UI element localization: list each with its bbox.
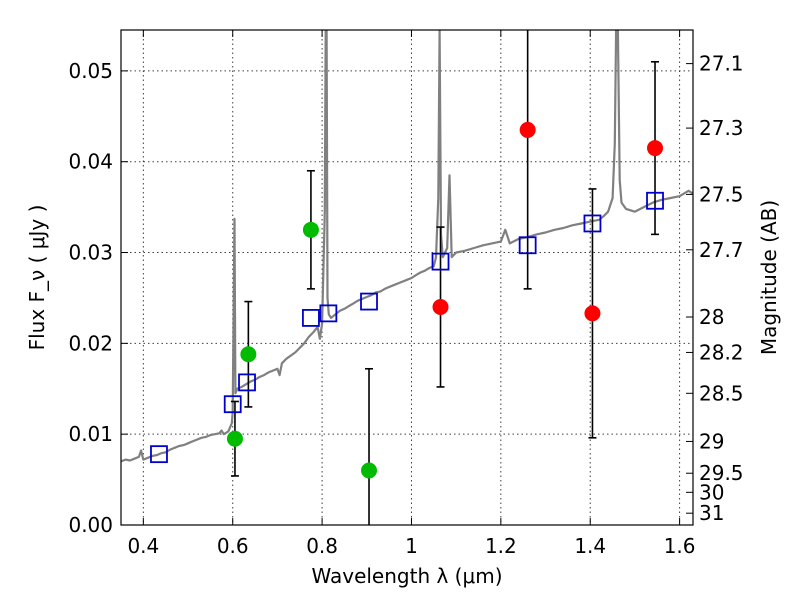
grid (121, 30, 693, 525)
model-photometry-point (319, 304, 338, 323)
model-photometry-point (150, 445, 168, 464)
y-axis-ticks: 0.00 0.01 0.02 0.03 0.04 0.05 (68, 59, 128, 537)
model-photometry-point (360, 292, 378, 311)
observed-point-red (519, 121, 536, 138)
y2-tick-label: 29.5 (699, 461, 744, 485)
x-tick-label: 1.6 (664, 534, 696, 558)
y-tick-label: 0.05 (68, 59, 113, 83)
x-tick-label: 0.4 (127, 534, 159, 558)
observed-point-green (226, 430, 243, 447)
x-tick-label: 0.6 (217, 534, 249, 558)
y2-tick-label: 28.5 (699, 381, 744, 405)
y-tick-label: 0.01 (68, 422, 113, 446)
x-tick-label: 1 (405, 534, 418, 558)
y-tick-label: 0.00 (68, 513, 113, 537)
y2-axis-label: Magnitude (AB) (757, 200, 781, 355)
y2-tick-label: 29 (699, 429, 724, 453)
y2-tick-label: 27.7 (699, 238, 744, 262)
observed-point-red (432, 299, 449, 316)
x-axis-label: Wavelength λ (μm) (311, 564, 502, 588)
observed-point-green (240, 346, 257, 363)
plot-frame (120, 29, 694, 526)
model-photometry-point (302, 309, 320, 327)
observed-point-green (361, 462, 378, 479)
observed-points-layer (226, 121, 664, 479)
model-photometry-point (518, 236, 537, 255)
y2-tick-label: 27.3 (699, 116, 744, 140)
model-spectrum-line (121, 30, 693, 463)
x-tick-label: 1.2 (485, 534, 517, 558)
observed-point-red (647, 140, 664, 157)
y-tick-label: 0.03 (68, 241, 113, 265)
y-tick-label: 0.04 (68, 150, 113, 174)
y-tick-label: 0.02 (68, 331, 113, 355)
y-axis-label: Flux F_ν ( μJy ) (25, 205, 49, 351)
error-bar-layer (230, 30, 660, 525)
model-spectrum-layer (121, 30, 693, 463)
y2-tick-label: 31 (699, 501, 724, 525)
model-photometry-point (223, 395, 242, 414)
y2-tick-label: 27.5 (699, 182, 744, 206)
model-photometry-point (583, 214, 602, 233)
model-photometry-point (431, 252, 450, 271)
x-axis-ticks: 0.4 0.6 0.8 1 1.2 1.4 1.6 (127, 30, 696, 558)
observed-point-red (584, 305, 601, 322)
y2-tick-label: 28.2 (699, 340, 744, 364)
model-photometry-point (238, 373, 256, 392)
x-tick-label: 1.4 (574, 534, 606, 558)
x-tick-label: 0.8 (306, 534, 338, 558)
observed-point-green (302, 221, 319, 238)
y2-tick-label: 27.1 (699, 52, 744, 76)
y2-tick-label: 28 (699, 305, 724, 329)
y2-tick-label: 30 (699, 480, 724, 504)
model-photometry-layer (150, 191, 664, 464)
model-photometry-point (646, 191, 664, 210)
